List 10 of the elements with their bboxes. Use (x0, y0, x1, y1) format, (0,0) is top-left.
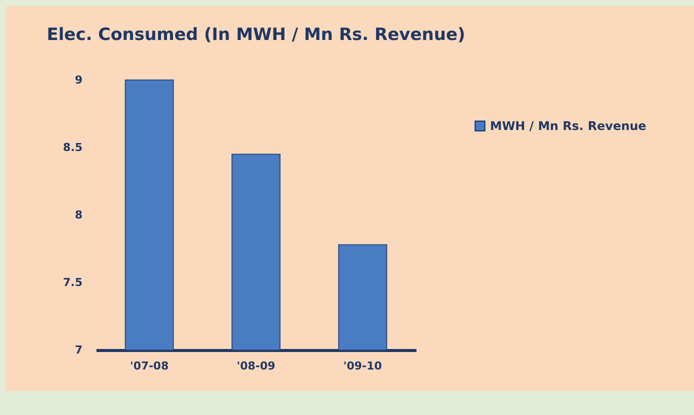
y-tick-label: 7.5 (63, 276, 82, 289)
y-tick-label: 8.5 (63, 141, 82, 154)
legend-label: MWH / Mn Rs. Revenue (490, 119, 646, 133)
x-tick-label: '08-09 (236, 360, 276, 372)
y-tick-label: 9 (74, 74, 82, 86)
x-tick-label: '09-10 (343, 360, 382, 372)
x-tick-label: '07-08 (130, 360, 169, 372)
y-tick-label: 8 (74, 208, 82, 222)
chart-title: Elec. Consumed (In MWH / Mn Rs. Revenue) (46, 25, 466, 45)
y-tick-label: 7 (74, 344, 82, 356)
